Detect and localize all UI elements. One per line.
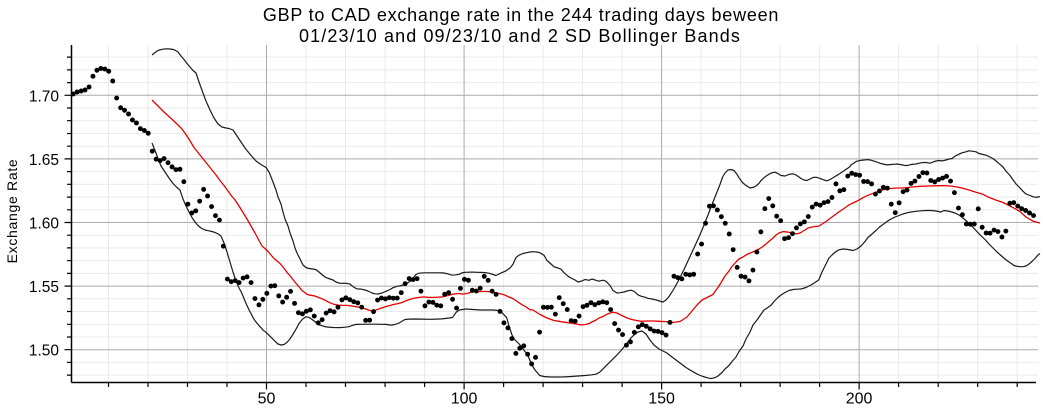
svg-text:1.65: 1.65 bbox=[29, 152, 59, 169]
svg-text:1.50: 1.50 bbox=[29, 343, 60, 360]
svg-text:1.60: 1.60 bbox=[29, 216, 60, 233]
svg-text:150: 150 bbox=[648, 391, 675, 408]
svg-text:50: 50 bbox=[258, 391, 276, 408]
svg-text:GBP to CAD exchange rate in th: GBP to CAD exchange rate in the 244 trad… bbox=[263, 5, 779, 25]
svg-text:1.70: 1.70 bbox=[29, 88, 60, 105]
svg-text:100: 100 bbox=[451, 391, 478, 408]
svg-text:01/23/10 and 09/23/10 and 2 SD: 01/23/10 and 09/23/10 and 2 SD Bollinger… bbox=[299, 26, 741, 46]
svg-text:Exchange Rate: Exchange Rate bbox=[4, 159, 20, 264]
svg-text:200: 200 bbox=[846, 391, 873, 408]
svg-text:1.55: 1.55 bbox=[29, 279, 59, 296]
